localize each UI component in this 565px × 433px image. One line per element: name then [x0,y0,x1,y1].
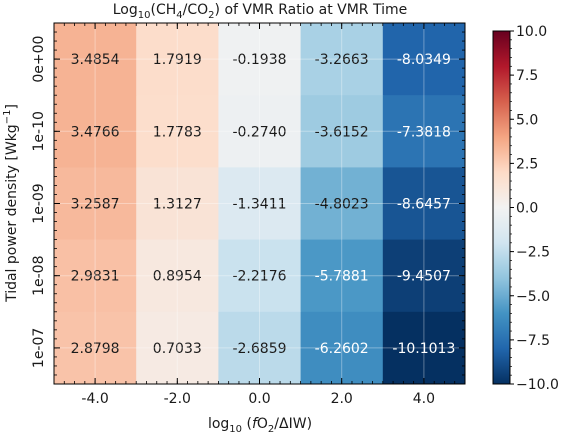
x-axis-ticks: -4.0 -2.0 0.0 2.0 4.0 [81,23,435,407]
cell-value-label: -2.6859 [232,341,286,357]
y-tick-label: 0e+00 [31,36,47,83]
cell-value-label: 3.4766 [71,124,120,140]
heatmap-cell [218,95,302,168]
heatmap-cells: 3.4854 1.7919 -0.1938 -3.2663 -8.0349 3.4766 1… [54,23,466,385]
cell-value-label: -7.3818 [397,124,451,140]
cell-value-label: -10.1013 [392,341,455,357]
heatmap-cell [382,311,466,385]
cell-value-label: -8.0349 [397,52,451,68]
colorbar-tick-label: −5.0 [516,289,550,305]
cell-value-label: -2.2176 [232,269,286,285]
colorbar-tick-label: 5.0 [516,112,538,128]
cell-value-label: -8.6457 [397,197,451,213]
y-tick-label: 1e-10 [31,111,47,151]
cell-value-label: 2.9831 [71,269,120,285]
cell-value-label: 0.7033 [153,341,202,357]
heatmap-cell [136,95,219,168]
cell-value-label: 0.8954 [153,269,202,285]
cell-value-label: 2.8798 [71,341,120,357]
cell-value-label: 1.3127 [153,197,202,213]
heatmap-cell [54,239,137,313]
cell-value-label: -0.1938 [232,52,286,68]
heatmap-cell [136,239,219,313]
heatmap-cell [300,23,384,96]
heatmap-cell [218,239,302,313]
cell-value-label: -9.4507 [397,269,451,285]
colorbar-tick-label: −7.5 [516,333,550,349]
cell-value-label: -3.2663 [315,52,369,68]
y-tick-label: 1e-08 [31,256,47,296]
x-tick-label: 2.0 [331,391,353,407]
cell-value-label: -1.3411 [232,197,286,213]
y-tick-label: 1e-09 [31,183,47,223]
heatmap-cell [382,95,466,168]
cell-value-label: 3.4854 [71,52,120,68]
heatmap-cell [300,311,384,385]
x-tick-label: -4.0 [81,391,108,407]
colorbar-tick-label: −2.5 [516,245,550,261]
x-tick-label: 0.0 [248,391,270,407]
heatmap-cell [136,23,219,96]
chart-title: Log10(CH4/CO2) of VMR Ratio at VMR Time [113,2,407,21]
colorbar-tick-label: 7.5 [516,68,538,84]
heatmap-cell [382,23,466,96]
cell-value-label: 3.2587 [71,197,120,213]
heatmap-cell [382,239,466,313]
heatmap-cell [218,167,302,241]
heatmap-cell [54,95,137,168]
grid-lines [54,23,465,384]
cell-value-label: 1.7919 [153,52,202,68]
heatmap-cell [136,311,219,385]
heatmap-cell [136,167,219,241]
cell-value-label: -0.2740 [232,124,286,140]
y-tick-label: 1e-07 [31,328,47,368]
colorbar [492,30,511,385]
cell-value-label: -5.7881 [315,269,369,285]
heatmap-cell [300,95,384,168]
colorbar-ticks: 10.0 7.5 5.0 2.5 0.0 −2.5 −5.0 −7.5 −10.0 [510,24,559,393]
colorbar-tick-label: 2.5 [516,156,538,172]
heatmap-cell [382,167,466,241]
heatmap-cell [54,23,137,96]
heatmap-cell [300,239,384,313]
colorbar-tick-label: 0.0 [516,201,538,217]
heatmap-cell [54,311,137,385]
cell-value-label: -4.8023 [315,197,369,213]
cell-value-label: -6.2602 [315,341,369,357]
heatmap-cell [218,311,302,385]
colorbar-tick-label: −10.0 [516,377,559,393]
y-axis-title: Tidal power density [Wkg−1] [2,104,20,303]
heatmap-cell [54,167,137,241]
x-tick-label: 4.0 [413,391,435,407]
cell-value-label: -3.6152 [315,124,369,140]
x-axis-title: log10 (fO2/ΔIW) [208,416,312,433]
heatmap-cell [218,23,302,96]
x-tick-label: -2.0 [164,391,191,407]
heatmap-cell [300,167,384,241]
y-axis-ticks: 0e+00 1e-10 1e-09 1e-08 1e-07 [31,36,465,368]
cell-value-label: 1.7783 [153,124,202,140]
colorbar-tick-label: 10.0 [516,24,547,40]
